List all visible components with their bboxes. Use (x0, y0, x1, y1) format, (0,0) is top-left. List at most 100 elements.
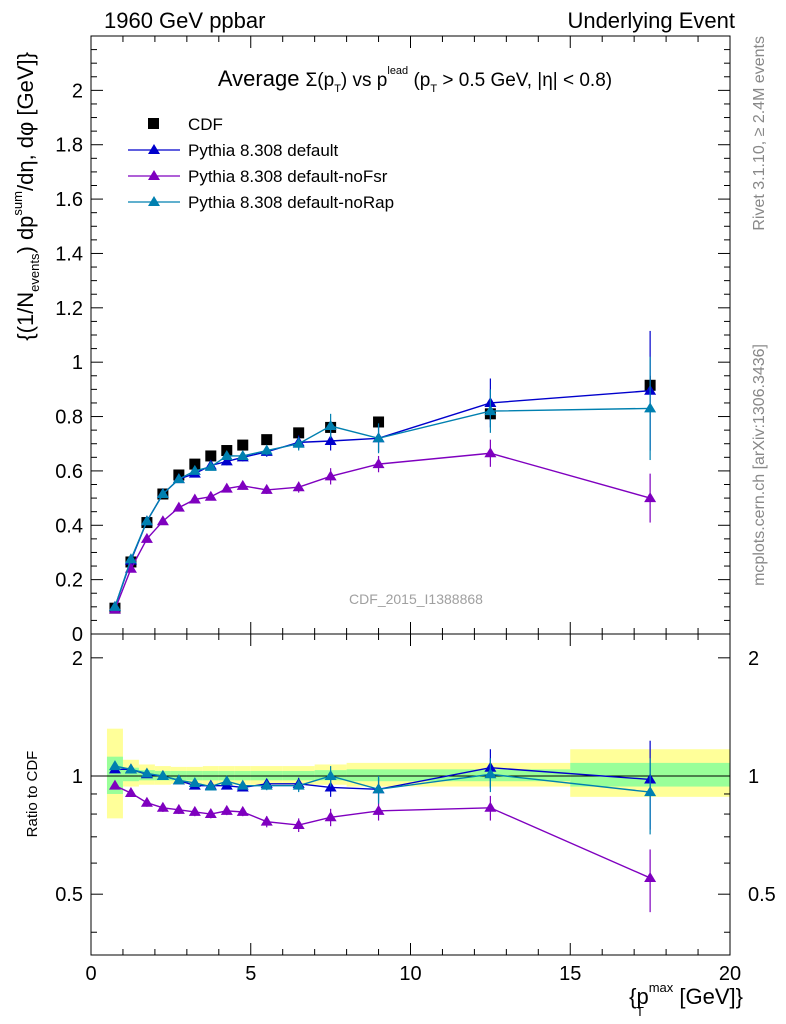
legend-label-default: Pythia 8.308 default (188, 141, 339, 160)
ratio-y-tick-label: 0.5 (55, 884, 83, 906)
data-point-pythia-8-308-default-nofsr (220, 482, 233, 493)
ratio-y-tick-label-right: 0.5 (748, 884, 776, 906)
ratio-point-pythia-8-308-default-norap (188, 776, 201, 787)
data-point-pythia-8-308-default-nofsr (324, 470, 337, 481)
header-right: Underlying Event (567, 8, 735, 33)
ratio-point-pythia-8-308-default-norap (204, 780, 217, 791)
header-left: 1960 GeV ppbar (104, 8, 265, 33)
data-point-pythia-8-308-default-nofsr (204, 490, 217, 501)
main-y-tick-label: 1.4 (55, 243, 83, 265)
ratio-point-pythia-8-308-default-norap (324, 770, 337, 781)
data-point-pythia-8-308-default-norap (292, 437, 305, 448)
legend-label-cdf: CDF (188, 115, 223, 134)
ratio-point-pythia-8-308-default-norap (644, 786, 657, 797)
data-point-pythia-8-308-default-nofsr (484, 447, 497, 458)
main-y-tick-label: 1.6 (55, 189, 83, 211)
ratio-point-pythia-8-308-default-nofsr (156, 801, 169, 812)
x-tick-label: 10 (399, 963, 421, 985)
main-y-tick-label: 1.8 (55, 135, 83, 157)
x-tick-label: 15 (559, 963, 581, 985)
legend-entry-nofsr: Pythia 8.308 default-noFsr (128, 167, 388, 186)
x-axis-label: {pmax [GeV]} (629, 980, 743, 1009)
main-y-tick-label: 2 (72, 80, 83, 102)
data-point-pythia-8-308-default-norap (172, 473, 185, 484)
data-point-pythia-8-308-default-norap (204, 460, 217, 471)
data-point-pythia-8-308-default-norap (644, 402, 657, 413)
uncertainty-band-inner (106, 756, 123, 794)
data-point-pythia-8-308-default-norap (372, 432, 385, 443)
legend-marker-nofsr (148, 170, 160, 180)
data-point-cdf (261, 434, 273, 446)
ratio-frame (90, 633, 731, 956)
ratio-point-pythia-8-308-default-nofsr (124, 787, 137, 798)
ratio-point-pythia-8-308-default-nofsr (372, 804, 385, 815)
ratio-y-tick-label-right: 2 (748, 648, 759, 670)
data-point-pythia-8-308-default-nofsr (156, 515, 169, 526)
legend-label-norap: Pythia 8.308 default-noRap (188, 193, 394, 212)
main-panel: Average Σ(pT) vs plead (pT > 0.5 GeV, |η… (10, 35, 731, 646)
ratio-point-pythia-8-308-default-nofsr (324, 811, 337, 822)
main-y-tick-label: 1 (72, 352, 83, 374)
ratio-axes: 0.5 0.51 12 20 5 10 15 20 (55, 634, 776, 985)
main-y-tick-label: 0.6 (55, 461, 83, 483)
data-point-pythia-8-308-default-norap (124, 553, 137, 564)
data-point-pythia-8-308-default-norap (108, 600, 121, 611)
ratio-point-pythia-8-308-default-nofsr (260, 815, 273, 826)
legend-label-nofsr: Pythia 8.308 default-noFsr (188, 167, 388, 186)
ratio-point-pythia-8-308-default-norap (292, 779, 305, 790)
ratio-point-pythia-8-308-default-nofsr (292, 819, 305, 830)
data-point-pythia-8-308-default-norap (220, 449, 233, 460)
legend-entry-default: Pythia 8.308 default (128, 141, 339, 160)
ratio-point-pythia-8-308-default-nofsr (236, 805, 249, 816)
legend: CDF Pythia 8.308 default Pythia 8.308 de… (128, 115, 394, 212)
ratio-point-pythia-8-308-default-nofsr (204, 808, 217, 819)
legend-entry-cdf: CDF (148, 115, 223, 134)
uncertainty-band-inner (346, 769, 411, 782)
ratio-point-pythia-8-308-default-nofsr (140, 796, 153, 807)
data-point-pythia-8-308-default-norap (140, 515, 153, 526)
mcplots-label: mcplots.cern.ch [arXiv:1306.3436] (751, 344, 768, 586)
legend-entry-norap: Pythia 8.308 default-noRap (128, 193, 394, 212)
ratio-y-tick-label: 2 (72, 648, 83, 670)
data-point-pythia-8-308-default-norap (236, 449, 249, 460)
main-y-tick-label: 0.4 (55, 515, 83, 537)
rivet-label: Rivet 3.1.10, ≥ 2.4M events (751, 36, 768, 231)
x-tick-label: 20 (719, 963, 741, 985)
main-title: Average Σ(pT) vs plead (pT > 0.5 GeV, |η… (218, 65, 612, 95)
ratio-uncertainty-bands (106, 728, 730, 819)
ratio-point-pythia-8-308-default-nofsr (220, 804, 233, 815)
data-point-pythia-8-308-default-nofsr (292, 481, 305, 492)
data-point-pythia-8-308-default-norap (484, 405, 497, 416)
data-point-pythia-8-308-default (324, 435, 337, 446)
main-y-tick-label: 0.8 (55, 407, 83, 429)
data-point-pythia-8-308-default-norap (188, 464, 201, 475)
data-point-pythia-8-308-default-norap (156, 488, 169, 499)
ratio-point-pythia-8-308-default-nofsr (188, 805, 201, 816)
ratio-point-pythia-8-308-default-norap (220, 775, 233, 786)
main-frame (90, 35, 731, 635)
ratio-point-pythia-8-308-default-norap (372, 783, 385, 794)
main-y-tick-label: 0 (72, 624, 83, 646)
ratio-y-axis-label: Ratio to CDF (24, 751, 41, 838)
ratio-point-pythia-8-308-default-norap (140, 767, 153, 778)
legend-marker-cdf (148, 118, 159, 129)
ratio-point-pythia-8-308-default-nofsr (644, 871, 657, 882)
data-point-cdf (293, 427, 305, 439)
ratio-point-pythia-8-308-default-nofsr (484, 801, 497, 812)
data-point-cdf (373, 416, 385, 428)
main-y-axis-label: {(1/Nevents) dpsum/dη, dφ [GeV]} (10, 52, 42, 341)
ratio-data-layer (108, 740, 657, 913)
ratio-y-tick-label: 1 (72, 766, 83, 788)
ratio-point-pythia-8-308-default-norap (260, 779, 273, 790)
ratio-point-pythia-8-308-default-nofsr (108, 779, 121, 790)
ratio-point-pythia-8-308-default-norap (236, 779, 249, 790)
ratio-point-pythia-8-308-default-norap (156, 770, 169, 781)
data-point-pythia-8-308-default-nofsr (644, 492, 657, 503)
legend-marker-default (148, 144, 160, 154)
data-point-pythia-8-308-default-nofsr (372, 458, 385, 469)
ratio-line-pythia-8-308-default-nofsr (114, 785, 651, 879)
ratio-point-pythia-8-308-default-nofsr (172, 803, 185, 814)
data-point-cdf (205, 450, 217, 462)
data-point-pythia-8-308-default-nofsr (260, 483, 273, 494)
x-tick-label: 5 (245, 963, 256, 985)
